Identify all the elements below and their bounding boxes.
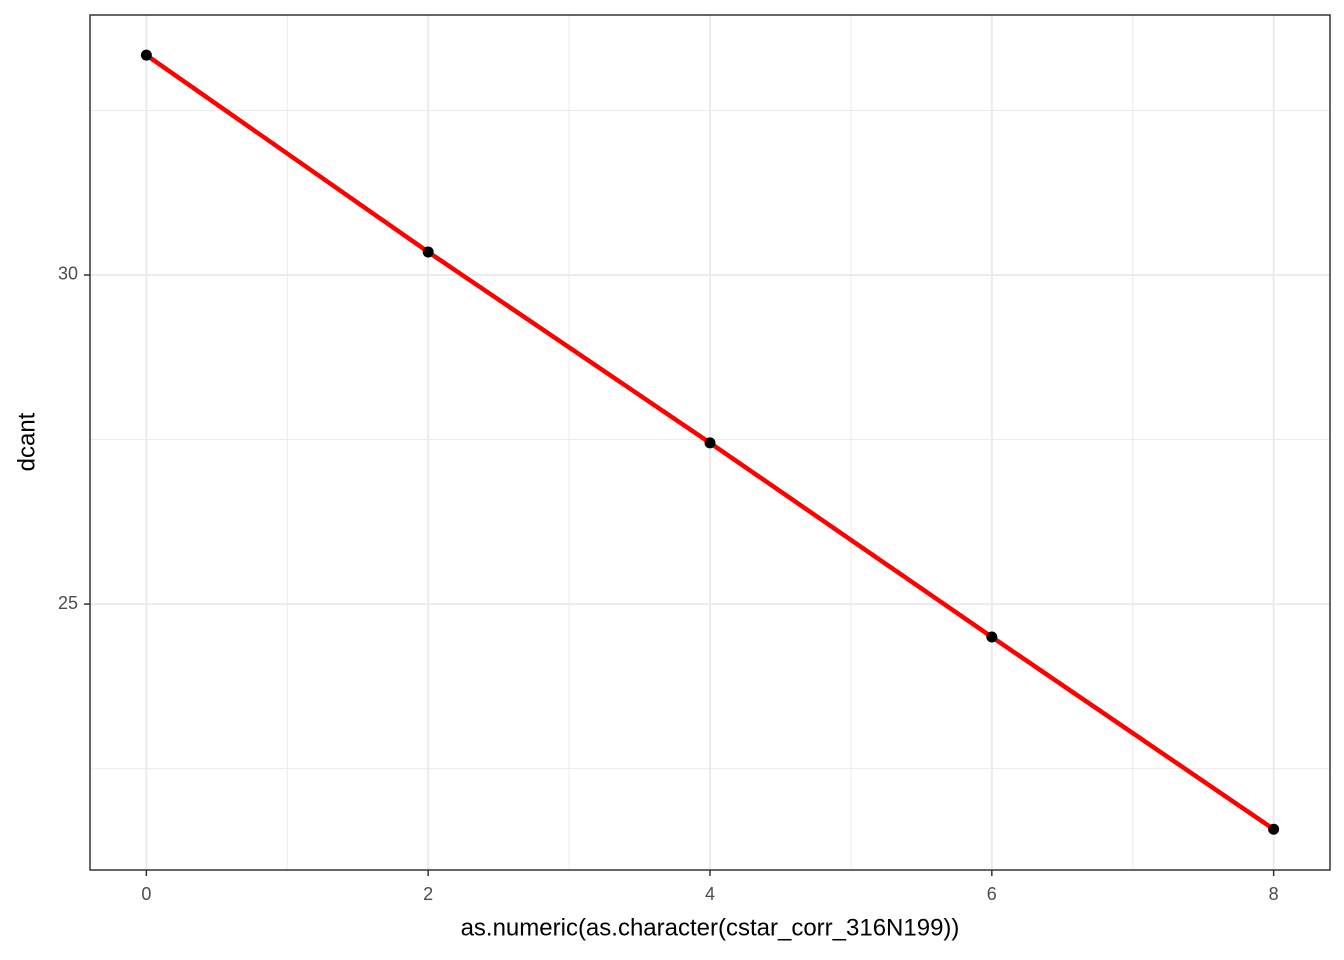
panel-border xyxy=(89,14,1331,871)
x-tick-label: 0 xyxy=(141,884,151,904)
point xyxy=(704,437,716,449)
y-tick-label: 30 xyxy=(58,264,78,284)
x-tick-label: 2 xyxy=(423,884,433,904)
point xyxy=(140,49,152,61)
point xyxy=(422,246,434,258)
x-axis-title: as.numeric(as.character(cstar_corr_316N1… xyxy=(461,914,960,941)
x-tick-label: 6 xyxy=(987,884,997,904)
point xyxy=(1268,823,1280,835)
y-axis-title: dcant xyxy=(13,412,40,471)
y-tick-label: 25 xyxy=(58,593,78,613)
point xyxy=(986,631,998,643)
x-tick-label: 4 xyxy=(705,884,715,904)
x-tick-label: 8 xyxy=(1269,884,1279,904)
